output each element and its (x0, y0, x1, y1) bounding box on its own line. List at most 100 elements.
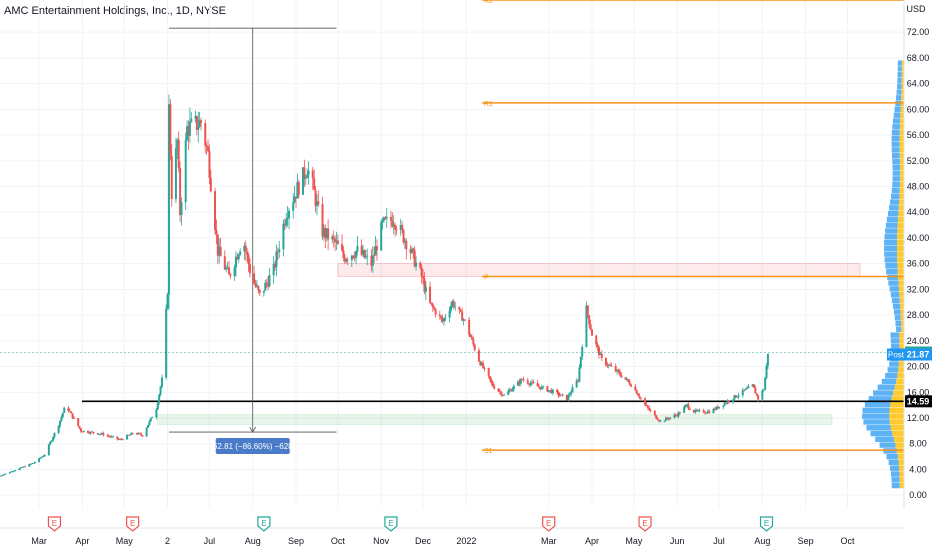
volume-profile-bar (899, 482, 904, 489)
earnings-icon[interactable]: E (126, 516, 140, 532)
candle-body (547, 390, 550, 392)
volume-profile-bar (890, 471, 900, 477)
volume-profile-bar (891, 135, 900, 142)
x-tick-label: Apr (585, 536, 599, 546)
candle-body (346, 259, 349, 261)
candle-body (155, 409, 158, 418)
candle-body (646, 405, 649, 408)
volume-profile-bar (891, 147, 900, 153)
candle-body (109, 436, 112, 438)
volume-profile-bar (899, 332, 904, 338)
volume-profile-bar (884, 257, 898, 263)
candle-body (663, 420, 666, 422)
candle-body (63, 407, 66, 413)
candle-body (67, 407, 70, 411)
volume-profile-bar (891, 297, 900, 304)
candle-body (169, 104, 172, 156)
candle-body (405, 240, 408, 250)
candle-body (630, 384, 633, 387)
candle-body (638, 395, 641, 398)
candle-body (448, 310, 451, 318)
candle-body (59, 420, 62, 426)
candle-body (120, 439, 123, 441)
candle-body (50, 440, 53, 443)
candle-body (482, 362, 485, 368)
candle-body (536, 383, 539, 387)
candle-body (695, 409, 698, 411)
earnings-icon[interactable]: E (384, 516, 398, 532)
candle-body (581, 346, 584, 357)
volume-profile-bar (889, 413, 904, 419)
volume-profile-bar (892, 118, 901, 124)
candle-body (677, 412, 680, 417)
volume-profile-bar (899, 291, 904, 298)
volume-profile-bar (899, 158, 904, 165)
candle-body (137, 433, 140, 435)
volume-profile-bar (897, 228, 904, 234)
candle-body (304, 177, 307, 179)
earnings-icon[interactable]: E (638, 516, 652, 532)
candle-body (487, 367, 490, 377)
post-badge-label: Post (888, 351, 905, 360)
candle-body (315, 201, 318, 206)
volume-profile-bar (892, 164, 900, 171)
candle-body (126, 435, 129, 440)
y-tick-label: 24.00 (907, 336, 930, 346)
volume-profile-bar (900, 170, 904, 176)
volume-profile-bar (885, 228, 898, 234)
candle-body (345, 259, 348, 262)
volume-profile-bar (899, 193, 904, 199)
candle-body (352, 255, 355, 258)
earnings-icon-label: E (546, 519, 551, 528)
volume-profile-bar (900, 303, 904, 309)
candle-body (704, 412, 707, 414)
candle-body (385, 217, 388, 219)
volume-profile-bar (900, 309, 904, 315)
candle-body (391, 220, 394, 227)
candle-body (188, 121, 191, 136)
volume-profile-bar (899, 124, 904, 130)
time-axis: Mar Apr May 2 Jul Aug Sep Oct Nov Dec 2022 Mar Apr Ma… (0, 527, 904, 546)
candle-body (207, 146, 210, 152)
candles (0, 94, 769, 477)
candle-body (49, 442, 52, 445)
candle-body (11, 471, 14, 473)
candle-body (697, 410, 700, 411)
candle-body (507, 391, 510, 395)
earnings-icon[interactable]: E (47, 516, 62, 532)
y-tick-label: 32.00 (907, 284, 930, 294)
candle-body (53, 432, 56, 438)
candle-body (86, 430, 89, 433)
volume-profile-bar (897, 239, 904, 246)
earnings-icon[interactable]: E (542, 516, 556, 532)
candle-body (614, 366, 617, 372)
volume-profile-bar (885, 222, 898, 228)
candle-body (293, 196, 296, 203)
earnings-icon[interactable]: E (257, 516, 271, 532)
candle-body (158, 394, 161, 403)
candle-body (399, 225, 402, 230)
volume-profile-bar (888, 280, 899, 286)
volume-profile-bar (892, 176, 901, 182)
candle-body (595, 335, 598, 345)
volume-profile-bar (897, 453, 904, 460)
earnings-icon[interactable]: E (759, 516, 774, 532)
x-tick-label: Mar (31, 536, 47, 546)
candle-body (214, 191, 217, 230)
candle-body (757, 395, 760, 400)
candle-body (669, 417, 672, 419)
price-axis: USD 0.00 4.00 8.00 12.00 16.00 20.00 24.00 28.00… (887, 0, 932, 508)
candle-body (529, 383, 532, 385)
volume-profile-bar (892, 430, 904, 437)
candle-body (727, 400, 730, 402)
candle-body (666, 417, 669, 419)
candle-body (267, 282, 270, 287)
volume-profile-bar (898, 361, 904, 367)
candle-body (449, 305, 452, 311)
candle-body (665, 417, 667, 421)
volume-profile-bar (899, 477, 904, 483)
candle-body (591, 329, 593, 336)
candle-body (14, 470, 17, 472)
candle-body (565, 394, 568, 401)
